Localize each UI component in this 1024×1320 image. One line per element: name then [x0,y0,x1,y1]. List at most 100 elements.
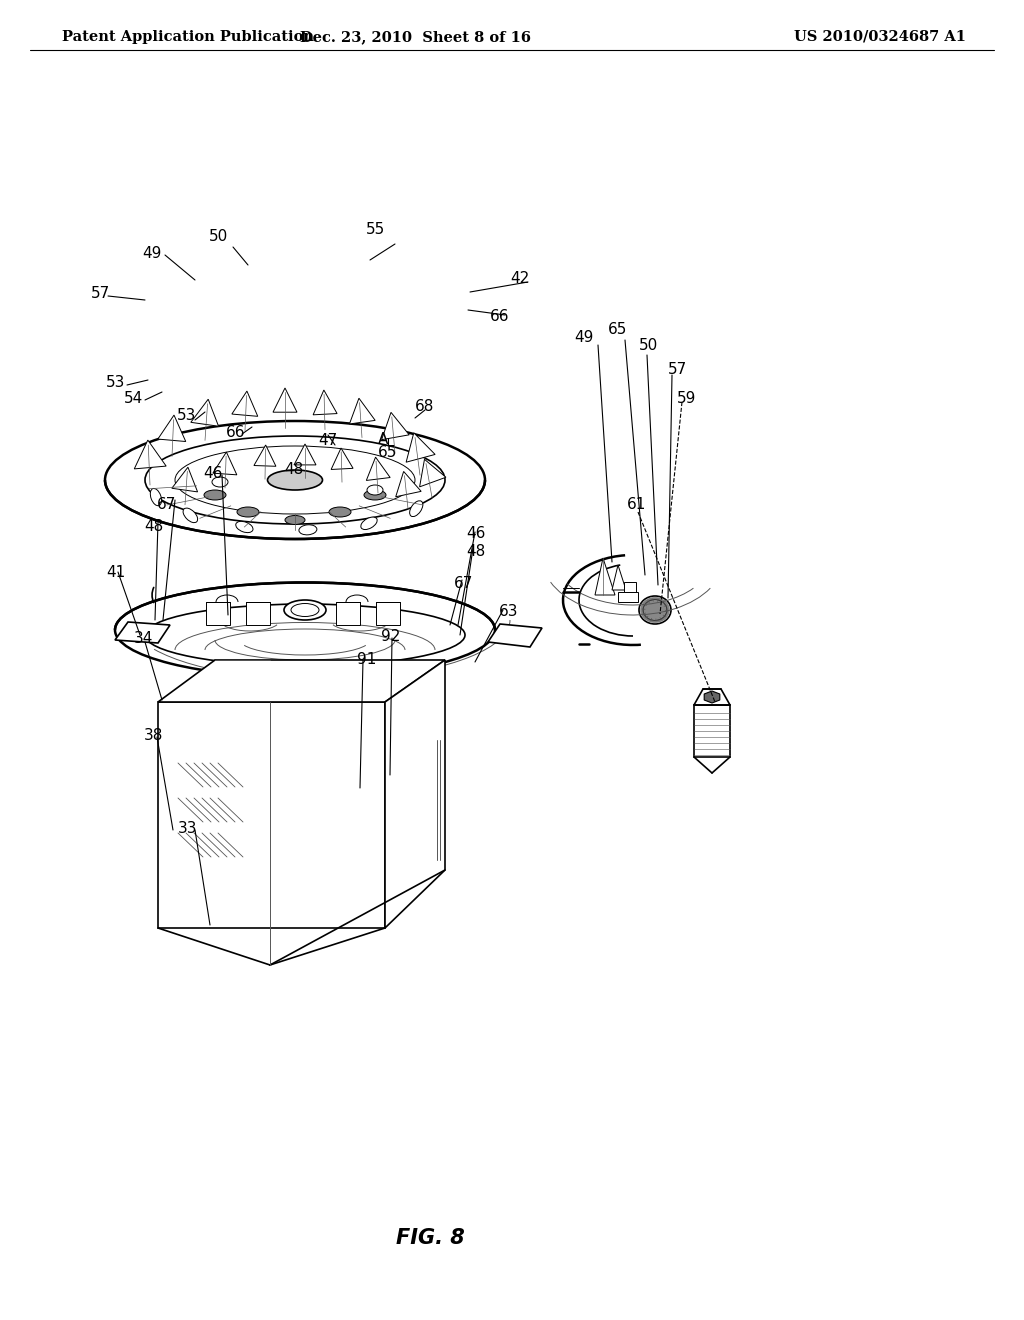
Ellipse shape [410,500,423,516]
Text: Dec. 23, 2010  Sheet 8 of 16: Dec. 23, 2010 Sheet 8 of 16 [299,30,530,44]
Polygon shape [407,433,435,462]
Text: 38: 38 [144,727,163,743]
Ellipse shape [284,601,326,620]
Polygon shape [488,624,542,647]
Ellipse shape [267,470,323,490]
Polygon shape [618,591,638,602]
Polygon shape [158,660,445,702]
Text: 54: 54 [124,391,142,407]
Ellipse shape [145,605,465,667]
Ellipse shape [194,834,206,846]
Polygon shape [382,412,410,440]
Ellipse shape [105,421,485,539]
Ellipse shape [295,760,375,880]
Ellipse shape [305,774,365,867]
Text: 49: 49 [142,246,161,261]
Ellipse shape [367,484,383,495]
Polygon shape [420,459,445,487]
Polygon shape [313,389,337,414]
Polygon shape [158,702,385,928]
Text: 53: 53 [177,408,196,424]
Ellipse shape [194,865,206,876]
Ellipse shape [181,792,259,828]
Ellipse shape [364,490,386,500]
Polygon shape [376,602,400,624]
Text: A: A [378,432,388,447]
Polygon shape [395,471,421,496]
Ellipse shape [285,516,305,524]
Text: 68: 68 [416,399,434,414]
Ellipse shape [237,507,259,517]
Text: Patent Application Publication: Patent Application Publication [62,30,314,44]
Text: 92: 92 [382,628,400,644]
Polygon shape [612,565,626,590]
Polygon shape [231,391,258,416]
Polygon shape [705,690,720,704]
Polygon shape [694,705,730,756]
Polygon shape [158,414,185,441]
Ellipse shape [115,582,495,677]
Text: 46: 46 [204,466,222,482]
Text: 49: 49 [574,330,593,346]
Text: 48: 48 [285,462,303,478]
Text: 42: 42 [511,271,529,286]
Text: 48: 48 [467,544,485,560]
Polygon shape [367,457,390,480]
Ellipse shape [360,517,377,529]
Text: US 2010/0324687 A1: US 2010/0324687 A1 [794,30,966,44]
Ellipse shape [291,603,319,616]
Ellipse shape [194,804,206,816]
Polygon shape [134,440,166,469]
Polygon shape [190,399,218,426]
Ellipse shape [183,508,198,523]
Polygon shape [246,602,270,624]
Text: 41: 41 [106,565,125,581]
Polygon shape [336,602,360,624]
Text: 63: 63 [499,603,519,619]
Text: 65: 65 [608,322,627,338]
Polygon shape [624,582,636,591]
Ellipse shape [181,828,259,863]
Text: 48: 48 [144,519,163,535]
Text: 91: 91 [357,652,376,668]
Ellipse shape [329,507,351,517]
Ellipse shape [175,446,415,513]
Ellipse shape [145,436,445,524]
Text: 47: 47 [318,433,337,449]
Ellipse shape [407,767,433,833]
Text: 67: 67 [158,496,176,512]
Polygon shape [385,660,445,928]
Polygon shape [294,444,316,465]
Text: 65: 65 [378,445,396,461]
Polygon shape [213,451,237,475]
Text: 66: 66 [489,309,510,325]
Text: 50: 50 [209,228,227,244]
Text: 53: 53 [106,375,125,391]
Ellipse shape [236,521,253,532]
Ellipse shape [212,477,228,487]
Text: 55: 55 [367,222,385,238]
Text: 59: 59 [677,391,695,407]
Ellipse shape [181,758,259,793]
Polygon shape [331,447,353,470]
Text: 50: 50 [639,338,657,354]
Polygon shape [595,558,615,595]
Polygon shape [273,388,297,412]
Polygon shape [172,467,198,492]
Text: 67: 67 [455,576,473,591]
Polygon shape [694,689,730,705]
Text: 57: 57 [91,285,110,301]
Ellipse shape [151,488,162,506]
Text: 61: 61 [628,496,646,512]
Ellipse shape [639,597,671,624]
Text: 34: 34 [134,631,153,647]
Text: 46: 46 [467,525,485,541]
Polygon shape [115,622,170,643]
Ellipse shape [204,490,226,500]
Ellipse shape [643,599,667,620]
Ellipse shape [299,525,316,535]
Polygon shape [349,399,375,424]
Ellipse shape [401,758,439,842]
Polygon shape [206,602,230,624]
Polygon shape [254,445,275,466]
